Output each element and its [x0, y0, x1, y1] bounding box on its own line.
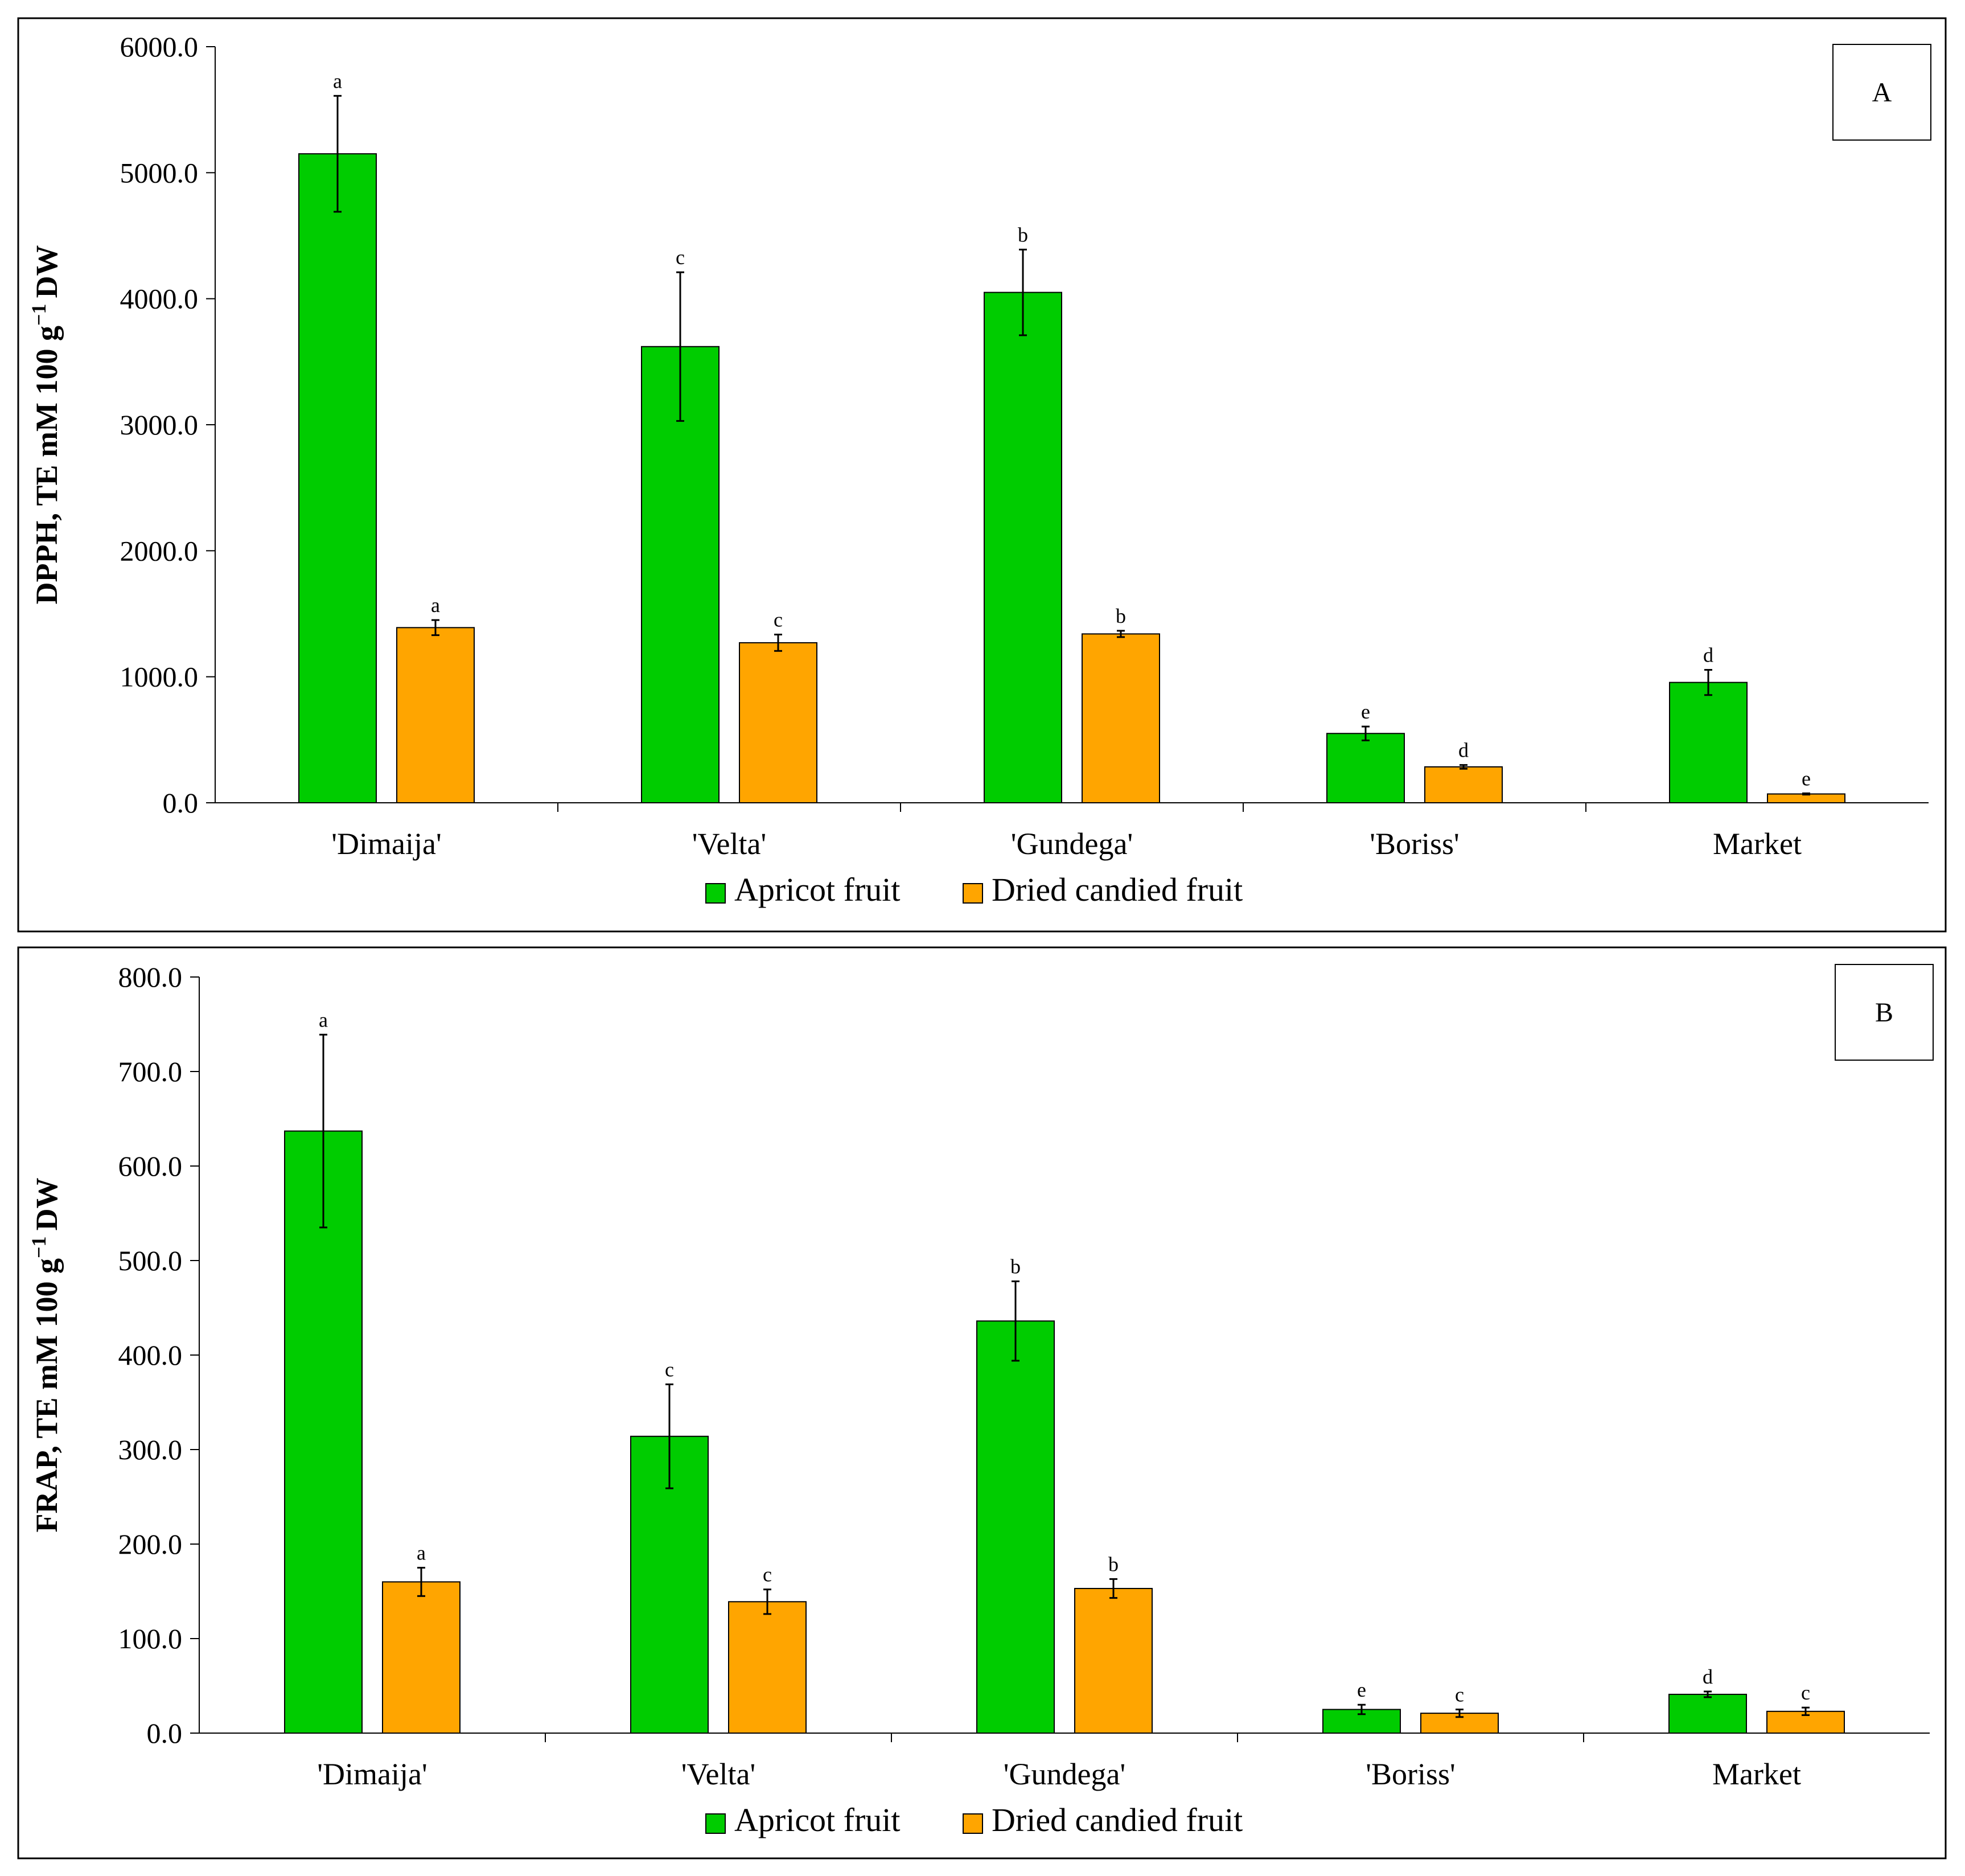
category-label: 'Velta'	[692, 827, 766, 861]
legend-swatch-apricot-fruit	[705, 1813, 726, 1834]
significance-letter: c	[665, 1358, 674, 1381]
y-axis-title-main: FRAP, TE mM 100 g	[30, 1258, 64, 1533]
y-tick-label: 1000.0	[120, 661, 199, 693]
bar-apricot-fruit	[1669, 682, 1748, 804]
panel-b-frap: 0.0 100.0 200.0 300.0 400.0 500.0 600.0 700.0 80…	[17, 946, 1947, 1859]
bar-apricot-fruit	[298, 153, 377, 804]
bar-dried-candied-fruit	[396, 627, 475, 803]
category-label: 'Dimaija'	[331, 827, 441, 861]
legend-label-apricot-fruit: Apricot fruit	[734, 1801, 901, 1838]
significance-letter: a	[417, 1542, 426, 1565]
significance-letter: c	[763, 1563, 772, 1586]
panel-tag-label: B	[1875, 997, 1893, 1028]
panel-tag-label: A	[1872, 77, 1892, 108]
y-axis-title-suffix: DW	[30, 1177, 64, 1230]
bar-dried-candied-fruit	[1082, 633, 1160, 803]
significance-letter: c	[676, 246, 685, 269]
category-label: 'Dimaija'	[317, 1757, 427, 1791]
y-tick-label: 3000.0	[120, 409, 199, 441]
bar-dried-candied-fruit	[382, 1581, 461, 1734]
category-label: 'Boriss'	[1370, 827, 1460, 861]
significance-letter: a	[333, 69, 342, 92]
y-tick-label: 500.0	[118, 1245, 183, 1276]
significance-letter: e	[1802, 767, 1811, 790]
y-tick-label: 100.0	[118, 1623, 183, 1655]
significance-letter: c	[774, 609, 783, 631]
significance-letter: d	[1703, 643, 1713, 666]
y-axis-title-superscript: −1	[27, 1236, 50, 1258]
bar-apricot-fruit	[976, 1320, 1055, 1734]
significance-letter: a	[319, 1008, 328, 1031]
y-axis-title-main: DPPH, TE mM 100 g	[30, 326, 64, 604]
panel-frame	[17, 17, 1947, 933]
category-label: 'Boriss'	[1366, 1757, 1456, 1791]
significance-letter: c	[1801, 1681, 1810, 1704]
bar-apricot-fruit	[284, 1130, 363, 1734]
bar-dried-candied-fruit	[1424, 766, 1503, 804]
legend-label-dried-candied-fruit: Dried candied fruit	[992, 1801, 1243, 1838]
significance-letter: e	[1361, 700, 1370, 723]
significance-letter: d	[1703, 1665, 1713, 1688]
panel-a-dpph: 0.0 1000.0 2000.0 3000.0 4000.0 5000.0 6000.0 D…	[17, 17, 1947, 933]
y-tick-label: 0.0	[147, 1717, 183, 1749]
bar-apricot-fruit	[1326, 733, 1405, 804]
y-axis-title: DPPH, TE mM 100 g−1 DW	[27, 245, 64, 605]
bar-apricot-fruit	[1668, 1693, 1747, 1734]
legend-label-dried-candied-fruit: Dried candied fruit	[992, 871, 1243, 908]
significance-letter: b	[1108, 1553, 1119, 1575]
y-tick-label: 300.0	[118, 1434, 183, 1466]
y-tick-label: 2000.0	[120, 535, 199, 567]
legend-swatch-dried-candied-fruit	[963, 1813, 983, 1834]
y-tick-label: 5000.0	[120, 157, 199, 188]
y-tick-label: 400.0	[118, 1339, 183, 1371]
category-label: 'Velta'	[681, 1757, 755, 1791]
category-label: Market	[1713, 827, 1802, 861]
y-axis-title: FRAP, TE mM 100 g−1 DW	[27, 1177, 64, 1532]
y-tick-label: 200.0	[118, 1528, 183, 1560]
y-tick-label: 0.0	[163, 787, 199, 819]
legend-swatch-dried-candied-fruit	[963, 883, 983, 904]
significance-letter: c	[1455, 1684, 1464, 1706]
significance-letter: e	[1357, 1678, 1366, 1701]
significance-letter: d	[1458, 739, 1469, 762]
y-tick-label: 800.0	[118, 961, 183, 993]
significance-letter: b	[1116, 605, 1126, 627]
y-tick-label: 700.0	[118, 1056, 183, 1087]
panel-frame	[17, 946, 1947, 1859]
bar-apricot-fruit	[641, 346, 720, 803]
y-axis-title-suffix: DW	[30, 245, 64, 298]
panel-tag-box	[1835, 964, 1934, 1061]
significance-letter: a	[431, 594, 440, 617]
legend-label-apricot-fruit: Apricot fruit	[734, 871, 901, 908]
bar-dried-candied-fruit	[1074, 1588, 1153, 1734]
category-label: 'Gundega'	[1011, 827, 1133, 861]
category-label: Market	[1712, 1757, 1801, 1791]
y-tick-label: 600.0	[118, 1150, 183, 1182]
legend-swatch-apricot-fruit	[705, 883, 726, 904]
y-tick-label: 4000.0	[120, 283, 199, 315]
bar-dried-candied-fruit	[739, 642, 817, 803]
y-tick-label: 6000.0	[120, 31, 199, 63]
y-axis-title-superscript: −1	[27, 304, 50, 326]
bar-dried-candied-fruit	[1420, 1713, 1499, 1734]
bar-dried-candied-fruit	[728, 1601, 807, 1734]
significance-letter: b	[1018, 223, 1028, 246]
category-label: 'Gundega'	[1004, 1757, 1125, 1791]
significance-letter: b	[1010, 1255, 1021, 1278]
panel-tag-box	[1832, 44, 1931, 141]
bar-apricot-fruit	[984, 292, 1062, 803]
